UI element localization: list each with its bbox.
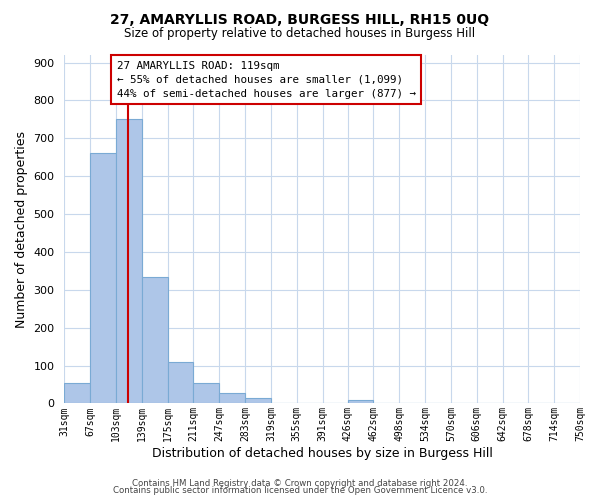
Bar (167, 362, 193, 404)
X-axis label: Distribution of detached houses by size in Burgess Hill: Distribution of detached houses by size … (152, 447, 493, 460)
Bar (245, 398, 271, 404)
Bar (142, 276, 167, 404)
Text: 27, AMARYLLIS ROAD, BURGESS HILL, RH15 0UQ: 27, AMARYLLIS ROAD, BURGESS HILL, RH15 0… (110, 12, 490, 26)
Bar (116, 120, 142, 404)
Text: Contains public sector information licensed under the Open Government Licence v3: Contains public sector information licen… (113, 486, 487, 495)
Bar (347, 400, 373, 404)
Text: Size of property relative to detached houses in Burgess Hill: Size of property relative to detached ho… (124, 28, 476, 40)
Bar (193, 384, 219, 404)
Text: Contains HM Land Registry data © Crown copyright and database right 2024.: Contains HM Land Registry data © Crown c… (132, 478, 468, 488)
Bar (90, 154, 116, 404)
Bar (64, 382, 90, 404)
Y-axis label: Number of detached properties: Number of detached properties (15, 130, 28, 328)
Bar (219, 393, 245, 404)
Text: 27 AMARYLLIS ROAD: 119sqm
← 55% of detached houses are smaller (1,099)
44% of se: 27 AMARYLLIS ROAD: 119sqm ← 55% of detac… (117, 60, 416, 98)
